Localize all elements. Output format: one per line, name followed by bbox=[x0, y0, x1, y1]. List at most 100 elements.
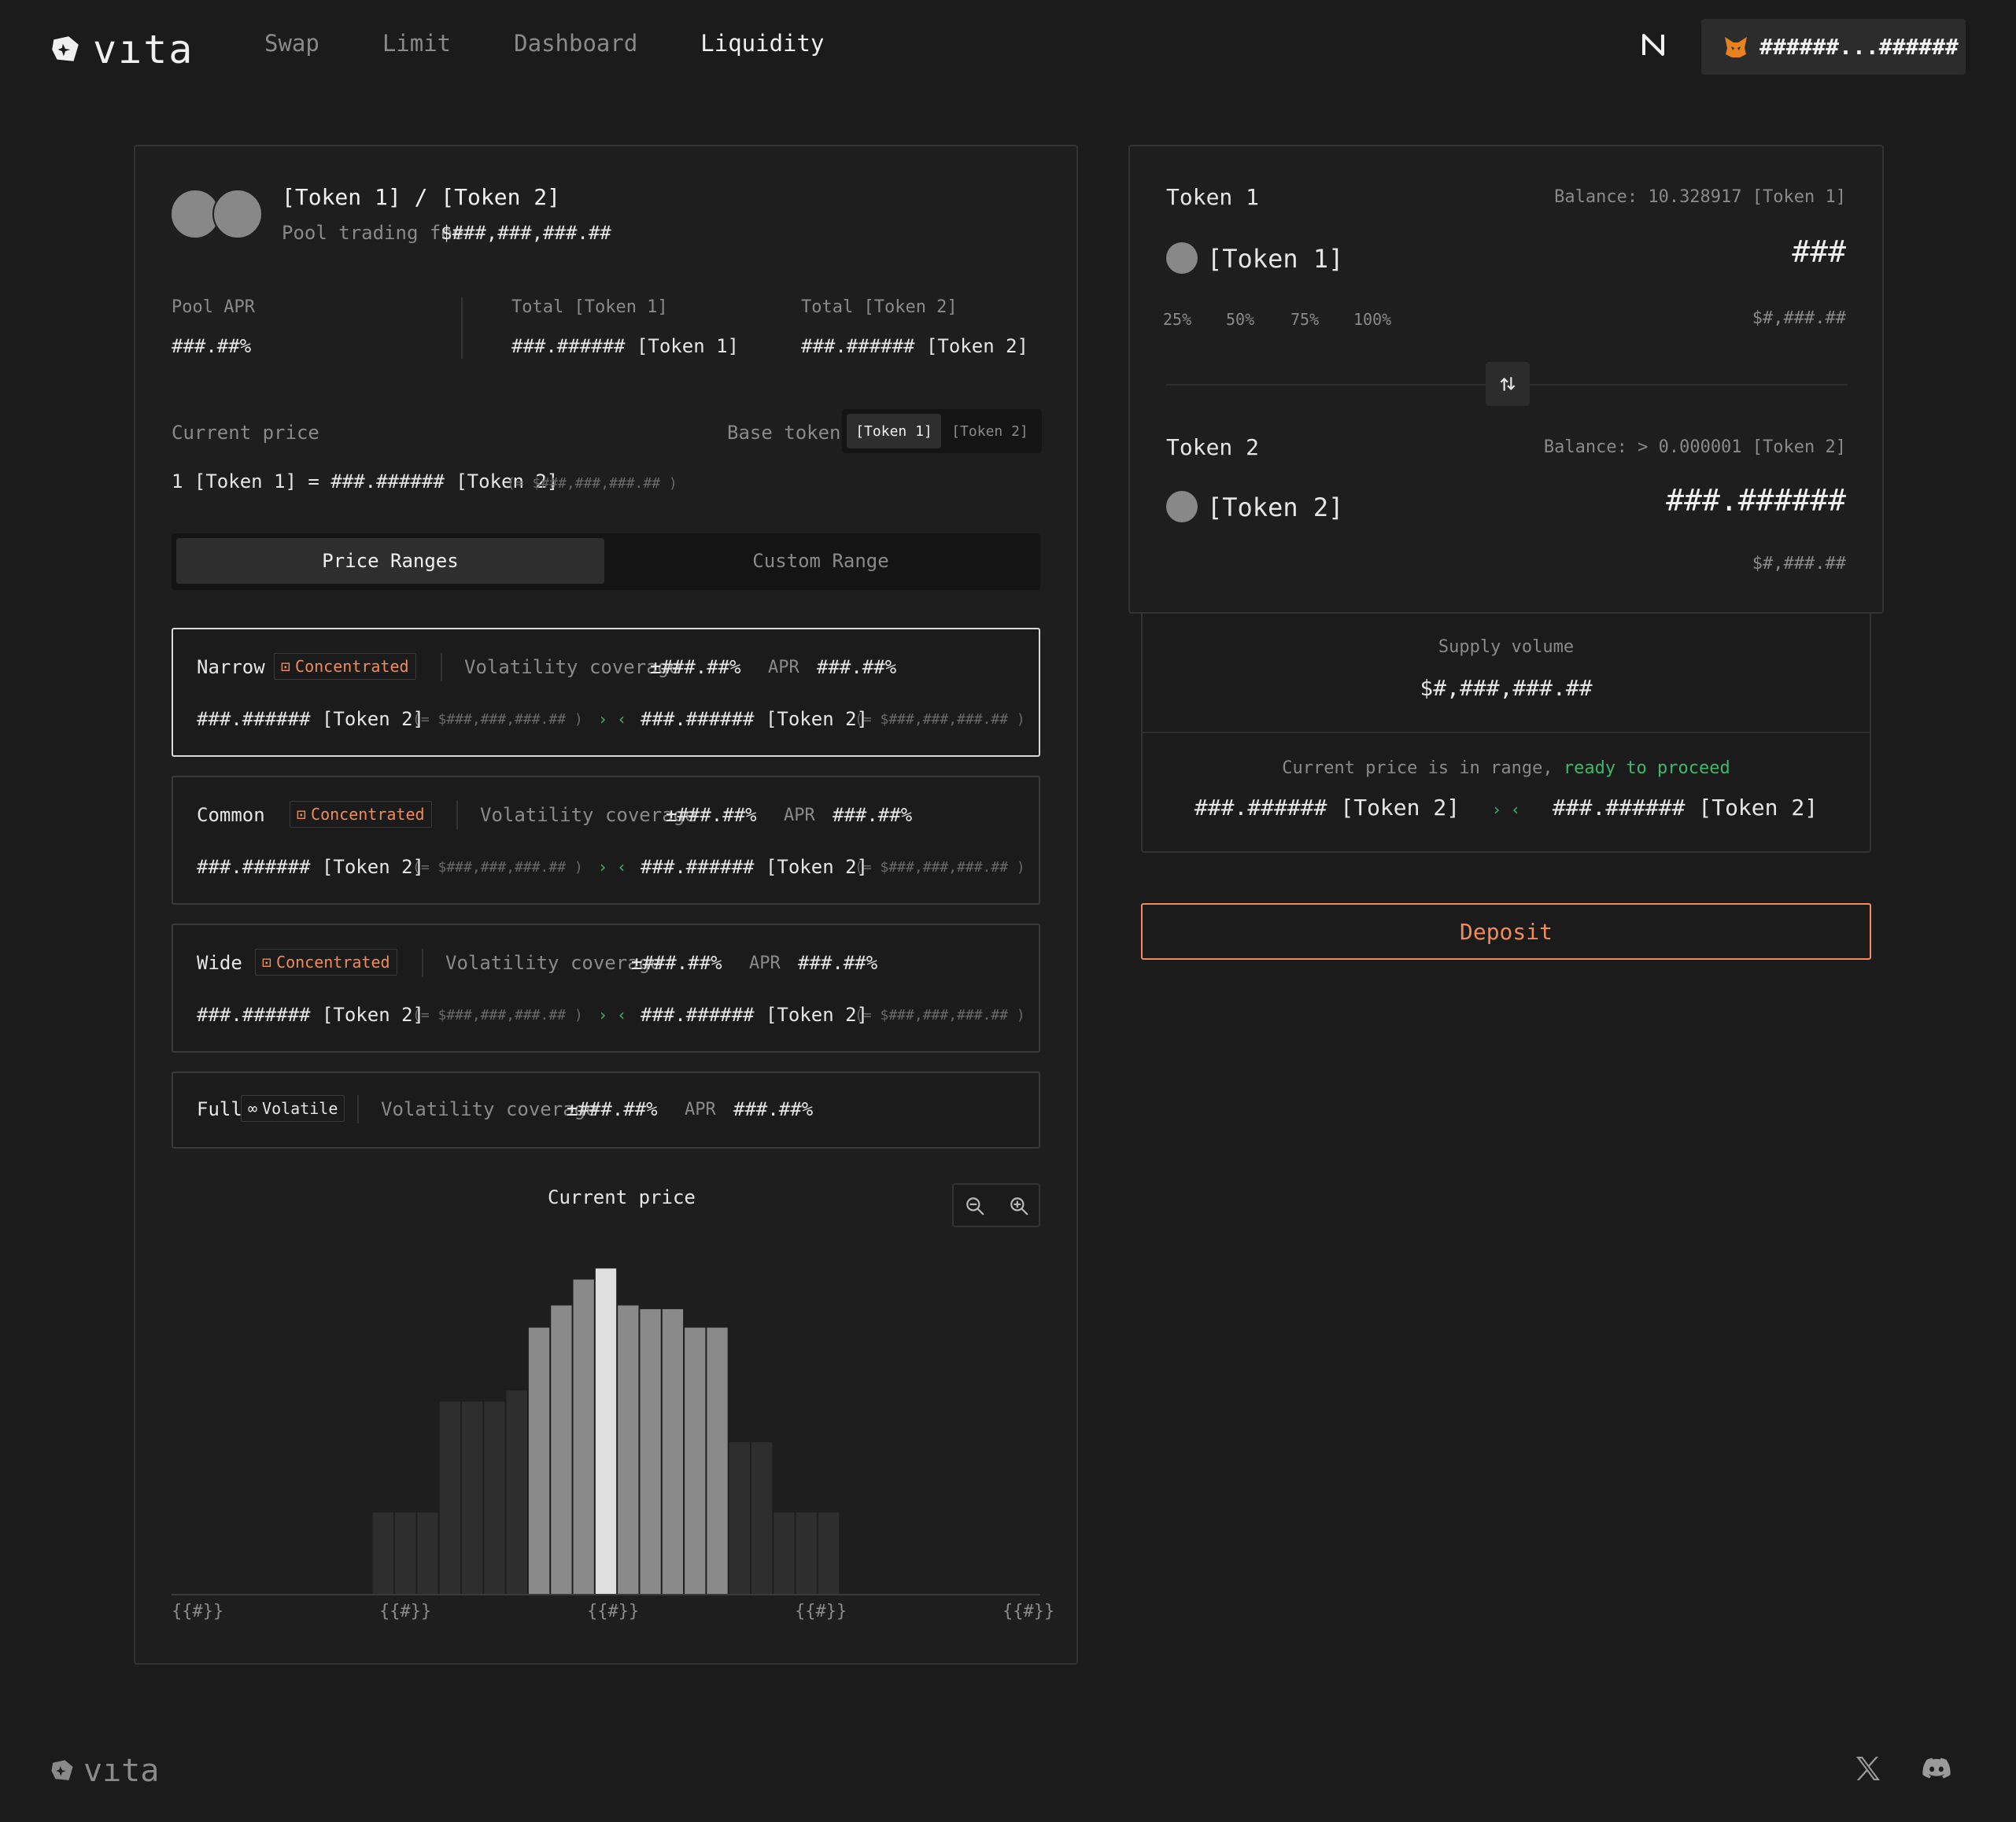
liquidity-bar bbox=[751, 1442, 773, 1594]
current-price-usd: (= $###,###,###.## ) bbox=[507, 475, 678, 492]
token1-label: Token 1 bbox=[1166, 184, 1260, 210]
deposit-button[interactable]: Deposit bbox=[1141, 903, 1871, 960]
liquidity-bar bbox=[417, 1512, 438, 1594]
range-tabs: Price Ranges Custom Range bbox=[172, 533, 1040, 590]
tab-price-ranges[interactable]: Price Ranges bbox=[176, 538, 604, 584]
range-name: Narrow bbox=[197, 656, 265, 678]
liquidity-chart[interactable] bbox=[172, 1216, 1040, 1735]
nav-swap[interactable]: Swap bbox=[264, 30, 319, 57]
chart-current-price-label: Current price bbox=[548, 1186, 696, 1208]
range-vol-value: ±###.##% bbox=[650, 656, 741, 678]
range-name: Common bbox=[197, 804, 265, 826]
range-vol-label: Volatility coverage bbox=[445, 952, 662, 974]
range-low-usd: (= $###,###,###.## ) bbox=[412, 859, 583, 876]
token1-name[interactable]: [Token 1] bbox=[1207, 244, 1344, 274]
liquidity-bar bbox=[774, 1512, 795, 1594]
base-token-option-1[interactable]: [Token 1] bbox=[847, 414, 941, 448]
range-card-common[interactable]: Common ⊡ Concentrated Volatility coverage… bbox=[172, 776, 1040, 905]
infinity-icon: ∞ bbox=[248, 1099, 258, 1118]
wallet-button[interactable]: ######...###### bbox=[1701, 19, 1966, 75]
token1-amount-input[interactable] bbox=[1531, 234, 1846, 269]
zoom-out-icon[interactable] bbox=[965, 1196, 985, 1216]
footer-brand: vıta bbox=[83, 1753, 160, 1789]
range-badge: ⊡ Concentrated bbox=[255, 949, 397, 976]
range-low: ###.###### [Token 2] bbox=[197, 708, 424, 730]
footer-logo[interactable]: vıta bbox=[49, 1753, 159, 1789]
stats-divider bbox=[461, 297, 463, 359]
preset-50[interactable]: 50% bbox=[1226, 310, 1255, 329]
liquidity-bar bbox=[595, 1268, 617, 1594]
zoom-in-icon[interactable] bbox=[1009, 1196, 1029, 1216]
range-apr-value: ###.##% bbox=[817, 656, 897, 678]
stat-apr-value: ###.##% bbox=[172, 335, 252, 357]
brand-logo[interactable]: vıta bbox=[49, 27, 194, 72]
liquidity-bar bbox=[506, 1390, 527, 1594]
range-card-full[interactable]: Full ∞ Volatile Volatility coverage ±###.… bbox=[172, 1071, 1040, 1149]
supply-volume-label: Supply volume bbox=[1438, 637, 1575, 657]
current-price-value: 1 [Token 1] = ###.###### [Token 2] bbox=[172, 470, 559, 492]
preset-75[interactable]: 75% bbox=[1290, 310, 1320, 329]
base-token-option-2[interactable]: [Token 2] bbox=[951, 422, 1028, 440]
liquidity-bar bbox=[818, 1512, 840, 1594]
nav-liquidity[interactable]: Liquidity bbox=[700, 30, 825, 57]
brand-name: vıta bbox=[93, 27, 194, 72]
nav-limit[interactable]: Limit bbox=[382, 30, 452, 57]
x-tick: {{#}} bbox=[172, 1602, 224, 1621]
token2-usd: $#,###.## bbox=[1752, 554, 1846, 574]
range-arrows: › ‹ bbox=[598, 710, 627, 728]
stat-total2-label: Total [Token 2] bbox=[801, 297, 958, 317]
nav-dashboard[interactable]: Dashboard bbox=[514, 30, 638, 57]
pool-panel: [Token 1] / [Token 2] Pool trading fee $… bbox=[134, 145, 1078, 1665]
network-icon[interactable] bbox=[1640, 31, 1667, 58]
range-card-wide[interactable]: Wide ⊡ Concentrated Volatility coverage ±… bbox=[172, 924, 1040, 1053]
range-high: ###.###### [Token 2] bbox=[641, 708, 868, 730]
liquidity-bar bbox=[439, 1401, 460, 1594]
range-low-usd: (= $###,###,###.## ) bbox=[412, 711, 583, 728]
base-token-toggle: [Token 1] [Token 2] bbox=[842, 409, 1042, 453]
token2-label: Token 2 bbox=[1166, 434, 1260, 460]
supply-summary: Supply volume $#,###,###.## Current pric… bbox=[1141, 614, 1871, 853]
stat-total1-label: Total [Token 1] bbox=[511, 297, 668, 317]
range-badge: ∞ Volatile bbox=[241, 1095, 345, 1122]
x-tick: {{#}} bbox=[1002, 1602, 1055, 1621]
range-low: ###.###### [Token 2] bbox=[197, 856, 424, 878]
current-price-label: Current price bbox=[172, 422, 319, 444]
range-arrows: › ‹ bbox=[598, 1005, 627, 1024]
range-apr-label: APR bbox=[768, 658, 799, 677]
preset-100[interactable]: 100% bbox=[1353, 310, 1392, 329]
token1-balance: Balance: 10.328917 [Token 1] bbox=[1554, 187, 1846, 207]
liquidity-bar bbox=[707, 1327, 728, 1594]
range-arrows: › ‹ bbox=[598, 858, 627, 876]
base-token-label: Base token bbox=[727, 422, 841, 444]
range-vol-value: ±###.##% bbox=[666, 804, 757, 826]
range-high-usd: (= $###,###,###.## ) bbox=[855, 859, 1025, 876]
token2-amount-input[interactable] bbox=[1531, 483, 1846, 518]
token1-avatar bbox=[170, 189, 220, 239]
liquidity-bar bbox=[796, 1512, 817, 1594]
preset-25[interactable]: 25% bbox=[1163, 310, 1192, 329]
range-vol-value: ±###.##% bbox=[631, 952, 722, 974]
pool-fee-label: Pool trading fee bbox=[282, 222, 464, 244]
range-vol-label: Volatility coverage bbox=[480, 804, 696, 826]
range-high-usd: (= $###,###,###.## ) bbox=[855, 711, 1025, 728]
liquidity-bar bbox=[662, 1309, 684, 1594]
range-card-narrow[interactable]: Narrow ⊡ Concentrated Volatility coverage… bbox=[172, 628, 1040, 757]
token2-avatar bbox=[212, 189, 263, 239]
liquidity-bar bbox=[685, 1327, 706, 1594]
swap-tokens-button[interactable] bbox=[1486, 362, 1530, 406]
range-apr-label: APR bbox=[749, 953, 781, 973]
token2-name[interactable]: [Token 2] bbox=[1207, 492, 1344, 522]
tab-custom-range[interactable]: Custom Range bbox=[752, 550, 889, 572]
range-name: Wide bbox=[197, 952, 242, 974]
zoom-controls bbox=[952, 1183, 1040, 1227]
range-vol-label: Volatility coverage bbox=[464, 656, 681, 678]
liquidity-bar bbox=[573, 1279, 594, 1594]
x-twitter-icon[interactable] bbox=[1852, 1753, 1884, 1784]
range-status-prefix: Current price is in range, bbox=[1282, 758, 1553, 778]
discord-icon[interactable] bbox=[1920, 1753, 1953, 1784]
summary-range-arrows: › ‹ bbox=[1491, 800, 1521, 819]
range-badge: ⊡ Concentrated bbox=[290, 801, 432, 828]
liquidity-bar bbox=[462, 1401, 483, 1594]
range-high: ###.###### [Token 2] bbox=[641, 856, 868, 878]
x-tick: {{#}} bbox=[379, 1602, 432, 1621]
